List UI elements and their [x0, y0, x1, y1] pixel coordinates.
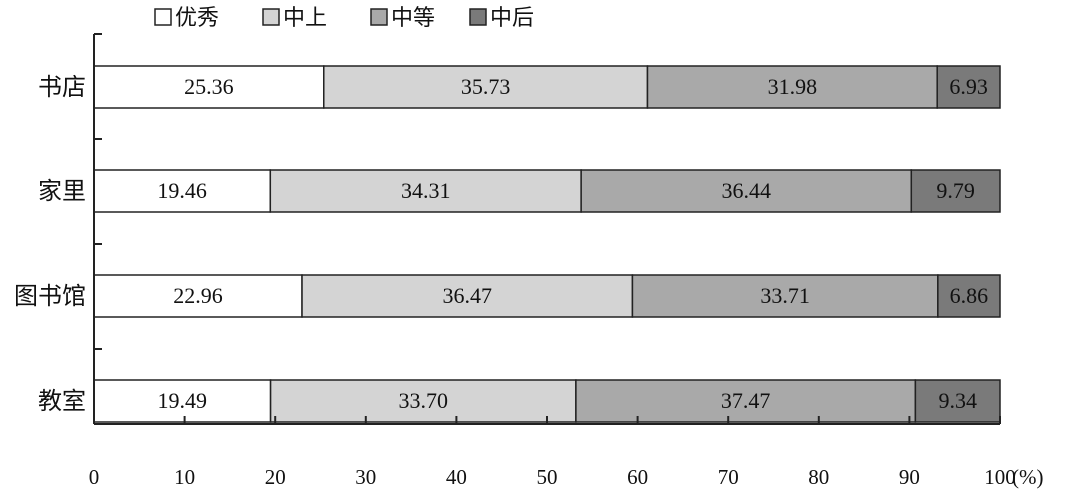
legend-label-2: 中上 — [283, 6, 327, 31]
value-label-3-4: 6.86 — [950, 283, 989, 308]
bar-segment-4-2 — [269, 379, 577, 423]
value-label-1-4: 6.93 — [949, 74, 988, 99]
category-label-2: 家里 — [38, 177, 86, 205]
bar-segment-4-4 — [914, 379, 1001, 423]
legend-swatch-3 — [370, 8, 388, 26]
bar-segment-3-2 — [301, 274, 634, 318]
x-tick-label-2: 10 — [174, 465, 195, 489]
legend-swatch-2 — [262, 8, 280, 26]
chart-legend: 优秀 中上 中等 中后 — [154, 6, 534, 31]
category-label-4: 教室 — [38, 387, 86, 415]
x-tick-label-8: 70 — [718, 465, 739, 489]
bar-segment-2-4 — [910, 169, 1001, 213]
value-label-1-3: 31.98 — [768, 74, 818, 99]
x-tick-label-6: 50 — [537, 465, 558, 489]
bar-segment-1-2 — [323, 65, 649, 109]
x-tick-label-1: 0 — [89, 465, 100, 489]
value-label-3-1: 22.96 — [173, 283, 223, 308]
bars-group: 25.36 35.73 31.98 6.93 19.46 34.31 36.44 9.79 22… — [93, 65, 1001, 423]
x-tick-label-5: 40 — [446, 465, 467, 489]
x-tick-label-9: 80 — [808, 465, 829, 489]
value-label-2-2: 34.31 — [401, 178, 451, 203]
x-tick-label-3: 20 — [265, 465, 286, 489]
legend-label-1: 优秀 — [175, 6, 219, 31]
bar-segment-2-1 — [93, 169, 272, 213]
value-label-4-1: 19.49 — [158, 388, 208, 413]
value-label-4-2: 33.70 — [398, 388, 448, 413]
legend-label-4: 中后 — [490, 6, 534, 31]
legend-label-3: 中等 — [391, 6, 435, 31]
value-label-2-3: 36.44 — [721, 178, 771, 203]
x-ticks-group: 0 10 20 30 40 50 60 70 80 90 100(%) — [89, 416, 1043, 489]
bar-segment-3-4 — [937, 274, 1001, 318]
category-label-3: 图书馆 — [14, 282, 86, 310]
value-label-2-1: 19.46 — [157, 178, 207, 203]
x-axis-unit-label: (%) — [1012, 465, 1043, 489]
value-label-2-4: 9.79 — [936, 178, 975, 203]
x-tick-label-10: 90 — [899, 465, 920, 489]
value-label-1-2: 35.73 — [461, 74, 511, 99]
x-tick-label-7: 60 — [627, 465, 648, 489]
value-label-1-1: 25.36 — [184, 74, 234, 99]
value-label-3-2: 36.47 — [442, 283, 492, 308]
bar-segment-2-2 — [269, 169, 582, 213]
value-label-4-3: 37.47 — [721, 388, 771, 413]
x-tick-label-11: 100 — [984, 465, 1016, 489]
legend-swatch-1 — [154, 8, 172, 26]
legend-swatch-4 — [469, 8, 487, 26]
bar-segment-4-1 — [93, 379, 272, 423]
bar-segment-2-3 — [580, 169, 913, 213]
bar-segment-1-4 — [936, 65, 1001, 109]
category-label-1: 书店 — [38, 73, 86, 101]
x-tick-label-4: 30 — [355, 465, 376, 489]
bar-segment-1-1 — [93, 65, 325, 109]
value-label-3-3: 33.71 — [760, 283, 810, 308]
value-label-4-4: 9.34 — [938, 388, 977, 413]
bar-segment-1-3 — [646, 65, 938, 109]
